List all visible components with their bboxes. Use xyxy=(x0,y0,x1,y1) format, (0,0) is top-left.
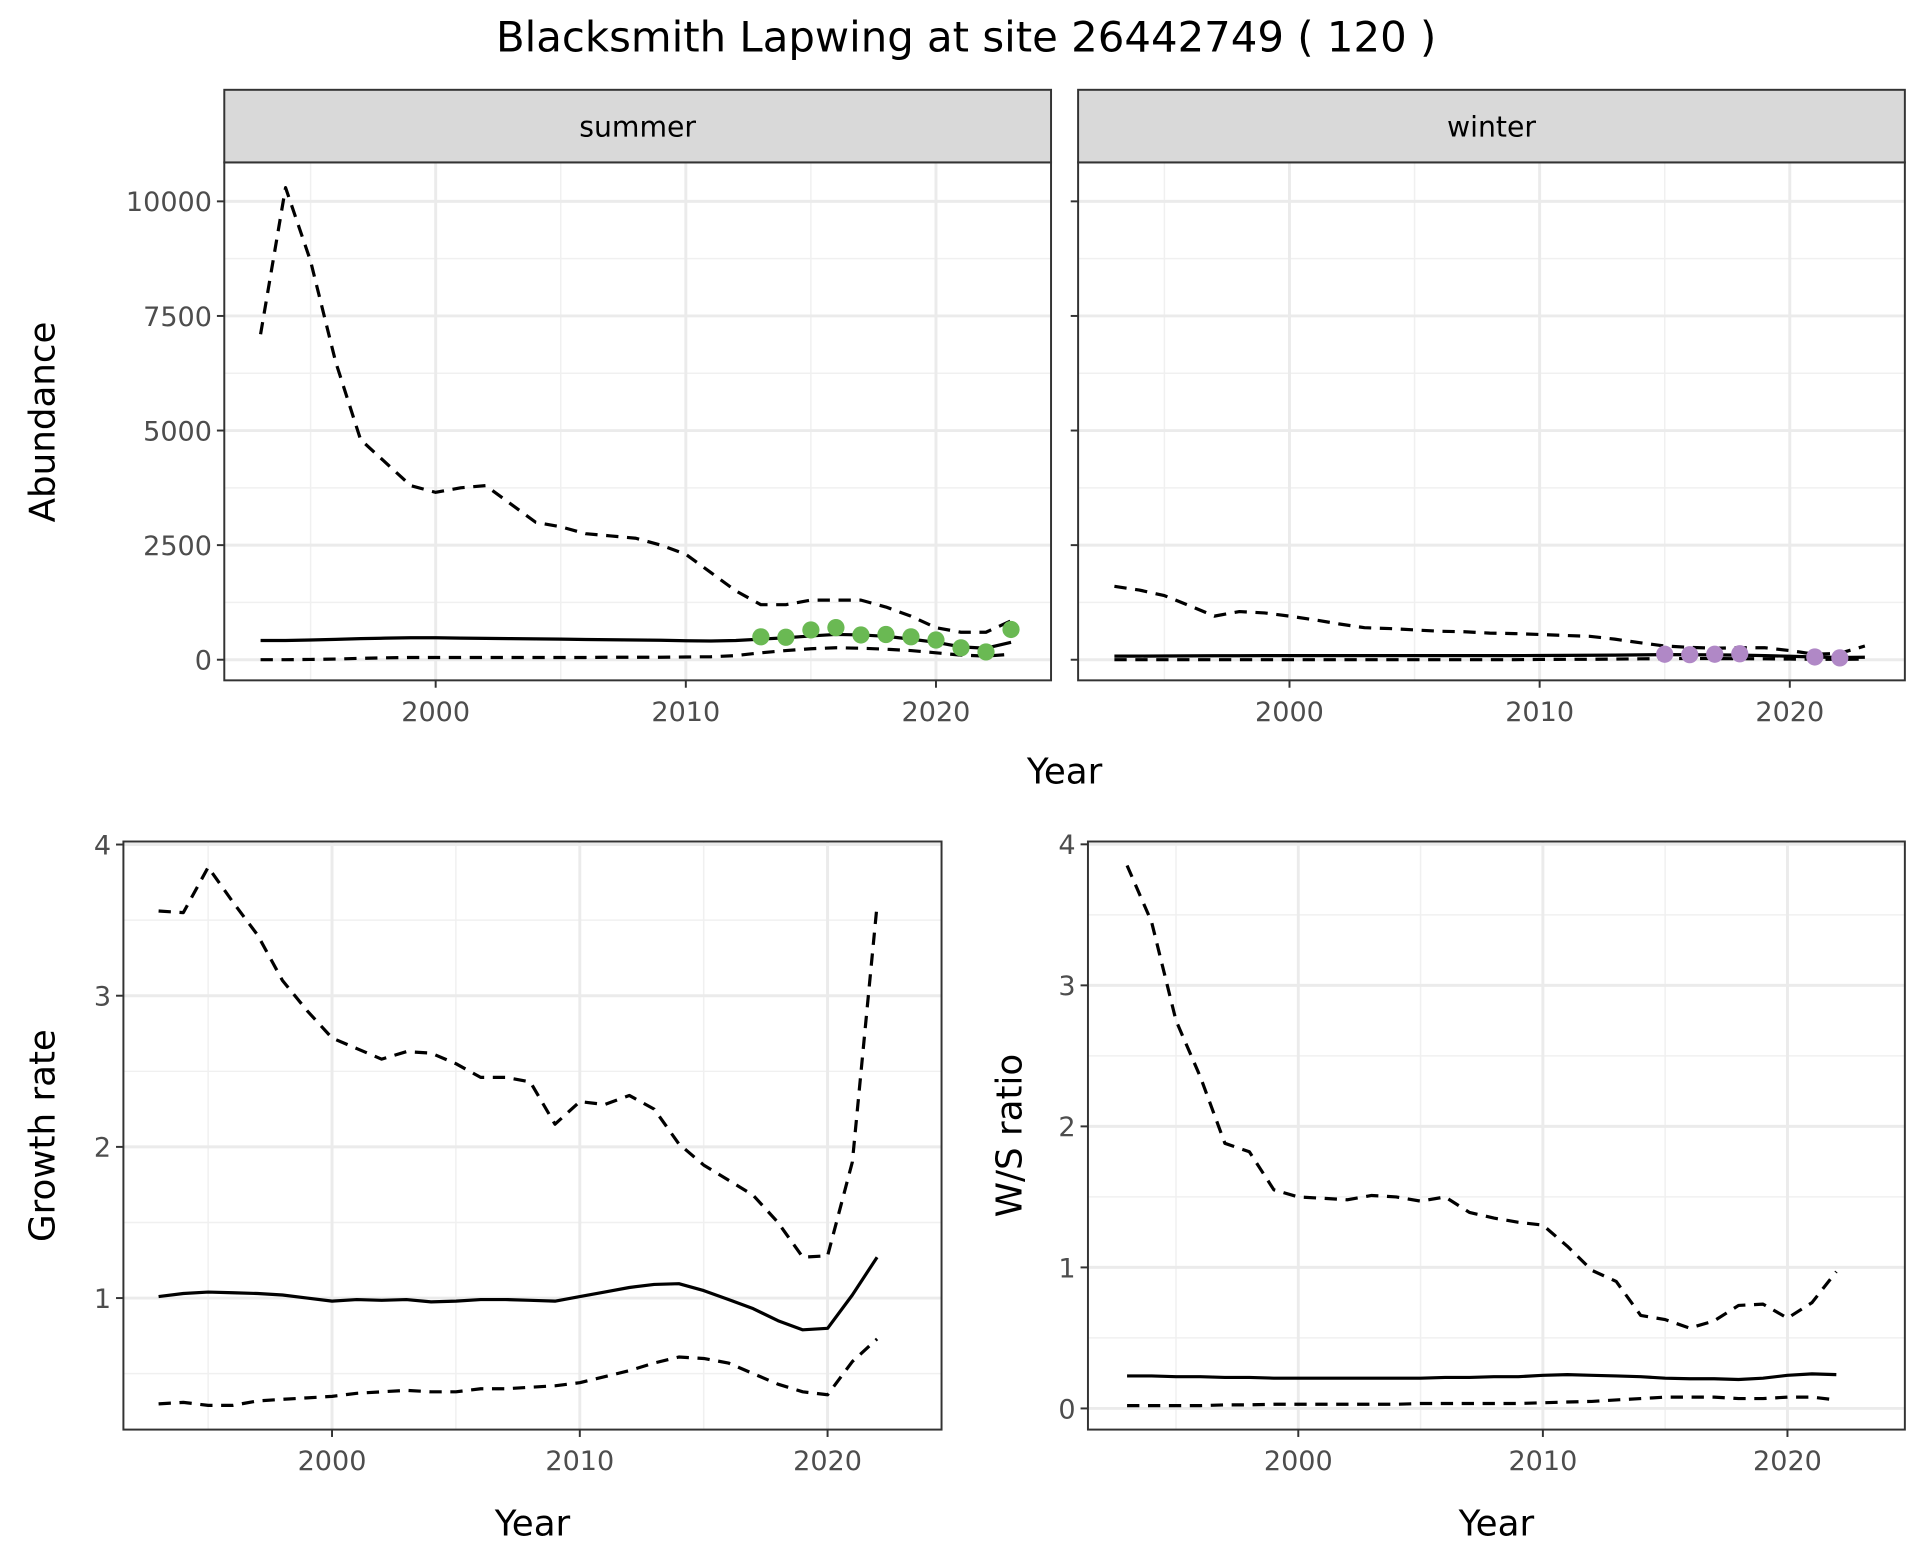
panel-background xyxy=(123,841,942,1430)
x-axis-title: Year xyxy=(494,1503,571,1544)
y-tick-label: 2 xyxy=(94,1133,111,1164)
chart-title: Blacksmith Lapwing at site 26442749 ( 12… xyxy=(496,13,1436,62)
panel-background xyxy=(1087,841,1905,1430)
y-tick-label: 10000 xyxy=(126,187,212,218)
y-tick-label: 4 xyxy=(1058,830,1075,861)
y-tick-label: 2500 xyxy=(143,531,212,562)
data-point xyxy=(927,631,945,649)
data-point xyxy=(1656,645,1674,663)
facet-strip-label: summer xyxy=(579,111,696,144)
panel-w-s-ratio: 2000 2010 2020 0 1 2 3 4 Year W/S ratio xyxy=(990,830,1906,1544)
x-tick-label: 2010 xyxy=(1508,1446,1577,1477)
series-line-upper xyxy=(259,186,1012,634)
x-tick-label: 2000 xyxy=(401,697,470,728)
y-tick-label: 1 xyxy=(1058,1253,1075,1284)
data-point xyxy=(1706,645,1724,663)
x-tick-label: 2000 xyxy=(1255,697,1324,728)
data-point xyxy=(877,625,895,644)
panel-winter: 2000 2010 2020 winter xyxy=(1070,88,1906,728)
data-point xyxy=(852,626,870,644)
y-tick-label: 4 xyxy=(94,830,111,861)
series-line-upper xyxy=(1125,864,1838,1330)
y-axis-title: W/S ratio xyxy=(990,1054,1031,1217)
y-tick-label: 0 xyxy=(1058,1394,1075,1425)
series-line-mean xyxy=(1127,1372,1837,1382)
panel-border xyxy=(1086,840,1906,1431)
panel-growth-rate: 2000 2010 2020 1 2 3 4 Year Growth rate xyxy=(23,830,943,1544)
y-tick-label: 5000 xyxy=(143,416,212,447)
x-axis-title-top: Year xyxy=(1026,752,1103,793)
x-tick-label: 2000 xyxy=(298,1446,367,1477)
facet-strip xyxy=(223,88,1053,164)
y-axis-title-abundance: Abundance xyxy=(23,322,64,523)
facet-strip xyxy=(1077,88,1906,164)
data-point xyxy=(752,628,770,646)
series-line-upper xyxy=(158,865,879,1259)
x-tick-label: 2020 xyxy=(1755,697,1824,728)
data-point xyxy=(827,619,845,637)
panel-background xyxy=(224,162,1052,681)
data-point xyxy=(802,621,820,639)
y-tick-label: 1 xyxy=(94,1284,111,1315)
panel-summer: 2000 2010 2020 0 2500 5000 7500 10000 summer xyxy=(126,88,1053,728)
series-line-lower xyxy=(158,1337,879,1407)
series-line-mean xyxy=(158,1256,879,1332)
facet-strip-label: winter xyxy=(1447,111,1536,144)
data-point xyxy=(902,628,920,646)
panel-background xyxy=(1078,162,1905,681)
data-point xyxy=(1681,646,1699,664)
y-tick-label: 0 xyxy=(195,646,212,677)
y-tick-label: 7500 xyxy=(143,302,212,333)
x-tick-label: 2010 xyxy=(651,697,720,728)
x-axis-title: Year xyxy=(1458,1503,1535,1544)
x-tick-label: 2010 xyxy=(545,1446,614,1477)
data-point xyxy=(1002,620,1020,639)
data-point xyxy=(977,643,995,661)
y-axis-title: Growth rate xyxy=(23,1029,64,1242)
series-line-lower xyxy=(1127,1395,1837,1408)
data-point xyxy=(1831,649,1849,667)
x-tick-label: 2020 xyxy=(793,1446,862,1477)
x-tick-label: 2010 xyxy=(1505,697,1574,728)
y-tick-label: 2 xyxy=(1058,1112,1075,1143)
data-point xyxy=(777,628,795,646)
y-tick-label: 3 xyxy=(94,982,111,1013)
data-point xyxy=(1731,645,1749,663)
y-tick-label: 3 xyxy=(1058,971,1075,1002)
x-tick-label: 2000 xyxy=(1264,1446,1333,1477)
x-tick-label: 2020 xyxy=(1753,1446,1822,1477)
panel-border xyxy=(122,840,943,1431)
x-tick-label: 2020 xyxy=(902,697,971,728)
data-point xyxy=(1806,648,1824,666)
data-point xyxy=(952,639,970,657)
